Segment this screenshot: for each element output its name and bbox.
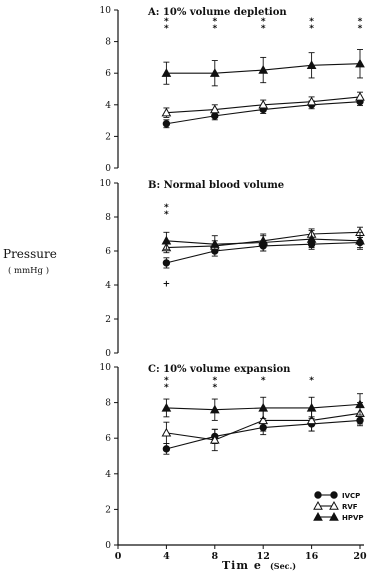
data-point-rvf <box>306 415 317 425</box>
significance-mark: * <box>309 17 314 27</box>
x-axis-label: Tim e <box>222 559 262 572</box>
y-axis-label: Pressure <box>3 247 57 261</box>
significance-mark: * <box>212 383 217 393</box>
panel-title: A: 10% volume depletion <box>147 7 287 18</box>
data-point-hpvp <box>209 404 220 414</box>
significance-mark: * <box>212 376 217 386</box>
x-tick-label: 20 <box>353 551 367 562</box>
data-point-hpvp <box>355 58 365 68</box>
data-point-ivcp <box>162 445 171 453</box>
significance-mark: * <box>358 24 363 34</box>
y-tick-label: 10 <box>100 363 112 373</box>
data-point-hpvp <box>306 60 317 69</box>
data-point-hpvp <box>306 402 317 412</box>
significance-mark: * <box>212 17 217 27</box>
data-point-rvf <box>209 434 220 444</box>
panel-title: B: Normal blood volume <box>148 180 284 191</box>
significance-mark: * <box>358 17 363 27</box>
significance-mark: * <box>261 24 266 34</box>
data-point-hpvp <box>161 235 172 245</box>
legend-marker <box>314 491 322 499</box>
data-point-hpvp <box>209 239 220 248</box>
data-point-rvf <box>355 91 365 101</box>
panel-b: 0 2 4 6 8 10 B: Normal blood volume ** + <box>100 179 365 359</box>
data-point-hpvp <box>258 65 269 74</box>
data-point-hpvp <box>258 402 269 412</box>
data-point-ivcp <box>162 259 171 267</box>
y-tick-label: 6 <box>105 434 111 444</box>
significance-mark: * <box>309 376 314 386</box>
data-point-hpvp <box>355 235 365 245</box>
significance-mark: * <box>164 203 169 213</box>
legend-label: HPVP <box>342 514 364 522</box>
legend-marker <box>329 500 339 510</box>
significance-mark: * <box>164 17 169 27</box>
x-tick-label: 8 <box>211 551 218 562</box>
data-point-hpvp <box>161 68 172 77</box>
significance-mark: * <box>261 17 266 27</box>
data-point-hpvp <box>306 234 317 243</box>
data-point-rvf <box>161 427 172 437</box>
x-tick-label: 4 <box>163 551 170 562</box>
significance-mark: * <box>164 210 169 220</box>
data-point-rvf <box>209 104 220 114</box>
data-point-rvf <box>306 96 317 106</box>
significance-mark: * <box>164 376 169 386</box>
y-tick-label: 4 <box>105 470 111 480</box>
y-tick-label: 4 <box>105 281 111 291</box>
data-point-hpvp <box>258 237 269 247</box>
x-tick-label: 0 <box>115 551 122 562</box>
y-tick-label: 2 <box>105 315 111 325</box>
legend-label: RVF <box>342 503 358 511</box>
data-point-rvf <box>258 99 269 109</box>
y-tick-label: 6 <box>105 247 111 257</box>
data-point-rvf <box>258 415 269 425</box>
data-point-hpvp <box>161 402 172 412</box>
y-axis-unit: ( mmHg ) <box>8 265 49 276</box>
legend-marker <box>329 511 339 521</box>
y-tick-label: 10 <box>100 179 112 189</box>
y-tick-label: 10 <box>100 6 112 16</box>
significance-mark: * <box>164 383 169 393</box>
y-tick-label: 6 <box>105 69 111 79</box>
significance-mark: * <box>212 24 217 34</box>
x-axis-unit: (Sec.) <box>270 561 296 571</box>
legend-marker <box>313 511 323 521</box>
y-tick-label: 0 <box>105 349 111 359</box>
data-point-hpvp <box>209 68 220 77</box>
y-tick-label: 4 <box>105 101 111 111</box>
y-tick-label: 2 <box>105 132 111 142</box>
significance-mark: + <box>163 280 171 290</box>
panel-title: C: 10% volume expansion <box>148 364 291 375</box>
data-point-ivcp <box>162 120 171 128</box>
legend-label: IVCP <box>342 492 360 500</box>
data-point-rvf <box>161 107 172 117</box>
x-tick-label: 12 <box>257 551 270 562</box>
y-tick-label: 8 <box>105 213 111 223</box>
y-tick-label: 8 <box>105 38 111 48</box>
significance-mark: * <box>164 24 169 34</box>
significance-mark: * <box>261 376 266 386</box>
significance-mark: * <box>309 24 314 34</box>
x-tick-label: 16 <box>305 551 319 562</box>
legend-marker <box>330 491 338 499</box>
y-tick-label: 0 <box>105 164 111 174</box>
y-tick-label: 0 <box>105 541 111 551</box>
legend-marker <box>313 500 323 510</box>
y-tick-label: 8 <box>105 399 111 409</box>
data-point-hpvp <box>355 399 365 409</box>
y-tick-label: 2 <box>105 505 111 515</box>
